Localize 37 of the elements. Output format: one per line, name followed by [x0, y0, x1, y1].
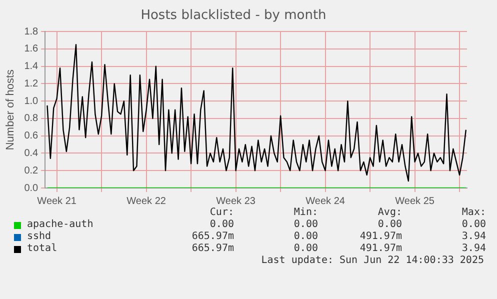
text: 0.00: [208, 219, 234, 231]
y-axis-title: Number of hosts: [4, 68, 17, 150]
y-tick-label: 1.6: [24, 44, 39, 55]
legend-label: apache-auth: [27, 219, 94, 231]
y-tick-label: 0.0: [24, 182, 39, 194]
x-tick-label: Week 25: [395, 196, 435, 207]
x-tick-label: Week 21: [37, 196, 77, 207]
text: Avg:: [376, 207, 402, 219]
y-tick-label: 1.4: [24, 61, 39, 72]
text: Cur:: [208, 207, 234, 219]
y-tick-label: 1.0: [24, 96, 39, 107]
text: 491.97m: [358, 231, 402, 243]
y-tick-label: 1.2: [24, 78, 39, 90]
text: 0.00: [292, 231, 318, 243]
text: 0.00: [292, 243, 318, 255]
text: Last update: Sun Jun 22 14:00:33 2025: [261, 255, 484, 267]
legend-label: sshd: [27, 231, 52, 243]
text: 665.97m: [190, 231, 234, 243]
text: 491.97m: [358, 243, 402, 255]
y-tick-label: 0.2: [24, 165, 39, 176]
y-tick-label: 0.6: [24, 130, 39, 142]
text: 3.94: [460, 231, 486, 243]
x-tick-label: Week 24: [306, 196, 346, 207]
y-tick-label: 1.8: [24, 26, 39, 38]
text: 665.97m: [190, 243, 234, 255]
legend-label: total: [27, 243, 58, 255]
x-tick-label: Week 23: [216, 196, 256, 207]
chart-title: Hosts blacklisted - by month: [140, 8, 326, 24]
text: 0.00: [292, 219, 318, 231]
text: Max:: [460, 207, 486, 219]
text: 0.00: [376, 219, 402, 231]
text: 3.94: [460, 243, 486, 255]
text: Min:: [292, 207, 318, 219]
x-tick-label: Week 22: [126, 196, 166, 207]
text: 0.00: [460, 219, 486, 231]
y-tick-label: 0.8: [24, 113, 39, 124]
y-tick-label: 0.4: [24, 148, 39, 159]
